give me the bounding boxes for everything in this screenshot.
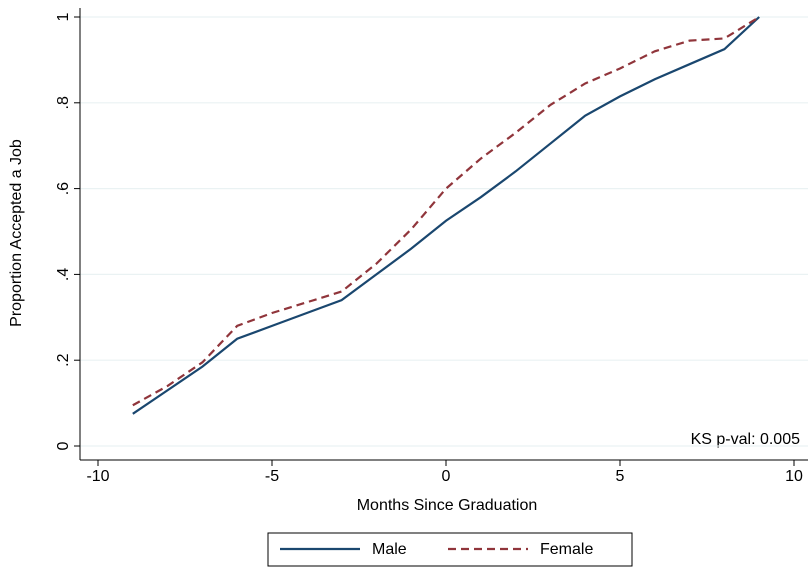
x-tick-label: -10 — [86, 468, 109, 485]
legend-label: Male — [372, 541, 407, 558]
y-tick-label: .4 — [55, 268, 72, 281]
x-tick-label: 0 — [442, 468, 451, 485]
y-tick-label: .6 — [55, 182, 72, 195]
y-tick-label: .2 — [55, 353, 72, 366]
x-axis-title: Months Since Graduation — [357, 497, 538, 514]
x-tick-label: 10 — [785, 468, 803, 485]
x-tick-label: 5 — [616, 468, 625, 485]
y-tick-label: 1 — [55, 12, 72, 21]
y-axis-title: Proportion Accepted a Job — [8, 139, 25, 327]
legend-label: Female — [540, 541, 593, 558]
y-tick-label: 0 — [55, 441, 72, 450]
annotation: KS p-val: 0.005 — [691, 431, 801, 448]
line — [132, 16, 760, 415]
line — [132, 16, 760, 407]
y-tick-label: .8 — [55, 96, 72, 109]
x-tick-label: -5 — [265, 468, 279, 485]
